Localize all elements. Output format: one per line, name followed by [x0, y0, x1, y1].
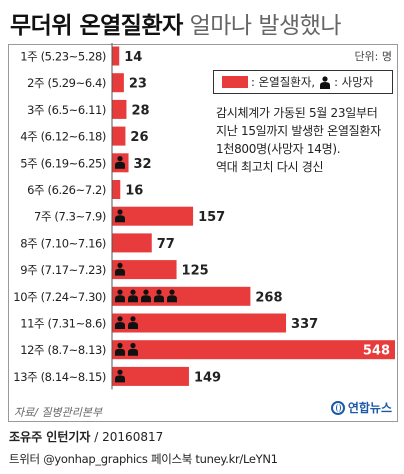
- value-label: 16: [125, 184, 143, 199]
- logo-text: 연합뉴스: [347, 401, 392, 415]
- death-icon: [128, 289, 138, 303]
- death-icon: [141, 289, 151, 303]
- death-icons: [115, 342, 138, 356]
- legend-patients-label: : 온열질환자,: [251, 75, 316, 89]
- legend-person-icon: [320, 75, 331, 89]
- legend: : 온열질환자, : 사망자: [213, 70, 393, 94]
- death-icons: [115, 262, 125, 276]
- bar: [112, 233, 152, 253]
- category-label: 1주 (5.23~5.28): [20, 50, 106, 64]
- bar: [112, 260, 177, 280]
- value-label: 23: [129, 77, 147, 92]
- note-line: 지난 15일까지 발생한 온열질환자: [216, 124, 381, 138]
- bar: [112, 340, 395, 360]
- value-label: 337: [291, 317, 318, 332]
- death-icon: [115, 262, 125, 276]
- title-light: 얼마나 발생했나: [189, 13, 342, 39]
- credit-name: 조유주 인턴기자: [9, 430, 91, 444]
- globe-icon: [330, 400, 345, 415]
- category-label: 8주 (7.10~7.16): [20, 236, 106, 250]
- bar: [112, 206, 194, 226]
- title-strong: 무더위 온열질환자: [10, 13, 183, 39]
- category-label: 7주 (7.3~7.9): [34, 210, 106, 224]
- bar: [112, 366, 189, 386]
- chart-title: 무더위 온열질환자 얼마나 발생했나: [10, 6, 342, 40]
- category-label: 9주 (7.17~7.23): [20, 263, 106, 277]
- bar: [112, 313, 287, 333]
- value-label: 77: [157, 237, 175, 252]
- death-icon: [115, 209, 125, 223]
- legend-patients-swatch: [222, 76, 248, 88]
- bar: [112, 73, 124, 93]
- death-icons: [115, 156, 125, 169]
- note-line: 역대 최고치 다시 경신: [216, 160, 324, 174]
- death-icon: [115, 289, 125, 303]
- death-icons: [115, 316, 138, 329]
- bar: [112, 99, 127, 119]
- bar: [112, 126, 126, 146]
- death-icon: [115, 369, 125, 383]
- value-label: 149: [194, 370, 221, 385]
- value-label: 26: [130, 130, 148, 145]
- social-line: 트위터 @yonhap_graphics 페이스북 tuney.kr/LeYN1: [9, 452, 278, 466]
- credit-line: 조유주 인턴기자 / 20160817: [9, 428, 163, 445]
- category-label: 2주 (5.29~6.4): [27, 76, 106, 90]
- credit-date: / 20160817: [94, 430, 164, 444]
- legend-deaths-label: : 사망자: [334, 75, 374, 89]
- category-label: 6주 (6.26~7.2): [27, 183, 106, 197]
- death-icon: [115, 316, 125, 329]
- death-icons: [115, 289, 177, 303]
- note-line: 1천800명(사망자 14명).: [216, 142, 341, 156]
- value-label: 548: [363, 344, 390, 359]
- death-icon: [115, 342, 125, 356]
- bar: [112, 180, 121, 199]
- death-icon: [128, 316, 138, 329]
- death-icon: [128, 342, 138, 356]
- death-icon: [154, 289, 164, 303]
- category-label: 4주 (6.12~6.18): [20, 130, 106, 144]
- category-label: 10주 (7.24~7.30): [13, 290, 106, 304]
- category-label: 12주 (8.7~8.13): [20, 343, 106, 357]
- value-label: 28: [131, 103, 149, 118]
- value-label: 32: [134, 157, 152, 172]
- category-label: 13주 (8.14~8.15): [13, 370, 106, 384]
- bar: [112, 46, 120, 66]
- unit-label: 단위: 명: [354, 50, 392, 63]
- value-label: 268: [255, 290, 282, 305]
- note-text: 감시체계가 가동된 5월 23일부터 지난 15일까지 발생한 온열질환자 1천…: [216, 104, 381, 176]
- death-icons: [115, 209, 125, 223]
- death-icon: [115, 156, 125, 169]
- category-label: 11주 (7.31~8.6): [20, 317, 106, 331]
- death-icons: [115, 369, 125, 383]
- note-line: 감시체계가 가동된 5월 23일부터: [216, 106, 378, 120]
- death-icon: [167, 289, 177, 303]
- category-label: 5주 (6.19~6.25): [20, 156, 106, 170]
- yonhap-logo: 연합뉴스: [330, 399, 392, 416]
- value-label: 125: [182, 264, 209, 279]
- value-label: 14: [124, 50, 142, 65]
- source-label: 자료/ 질병관리본부: [14, 406, 103, 419]
- value-label: 157: [198, 210, 225, 225]
- category-label: 3주 (6.5~6.11): [27, 103, 106, 117]
